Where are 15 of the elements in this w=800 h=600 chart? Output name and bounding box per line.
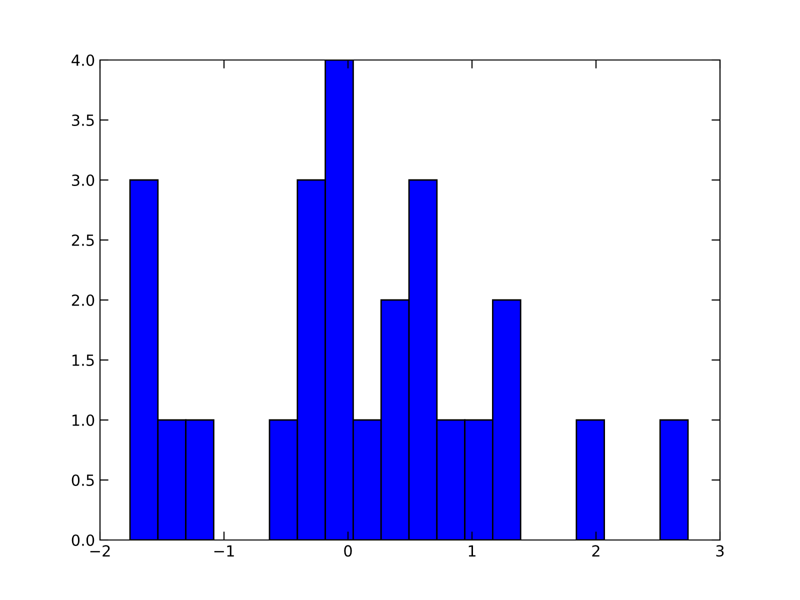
y-tick-label: 4.0: [72, 54, 94, 66]
y-tick-label: 3.0: [72, 174, 94, 186]
y-tick-label: 2.5: [72, 234, 94, 246]
y-tick-label: 0.0: [72, 534, 94, 546]
y-tick-label: 2.0: [72, 294, 94, 306]
x-tick-label: 3: [716, 545, 724, 557]
x-tick-label: −2: [90, 545, 110, 556]
y-tick-label: 1.5: [72, 354, 94, 366]
y-tick-label: 1.0: [72, 414, 94, 426]
y-tick-label: 0.5: [72, 474, 94, 486]
x-tick-label: 0: [344, 545, 352, 557]
x-tick-label: −1: [214, 545, 234, 556]
x-tick-label: 1: [468, 545, 476, 556]
y-tick-label: 3.5: [72, 114, 94, 126]
x-tick-label: 2: [592, 545, 600, 556]
